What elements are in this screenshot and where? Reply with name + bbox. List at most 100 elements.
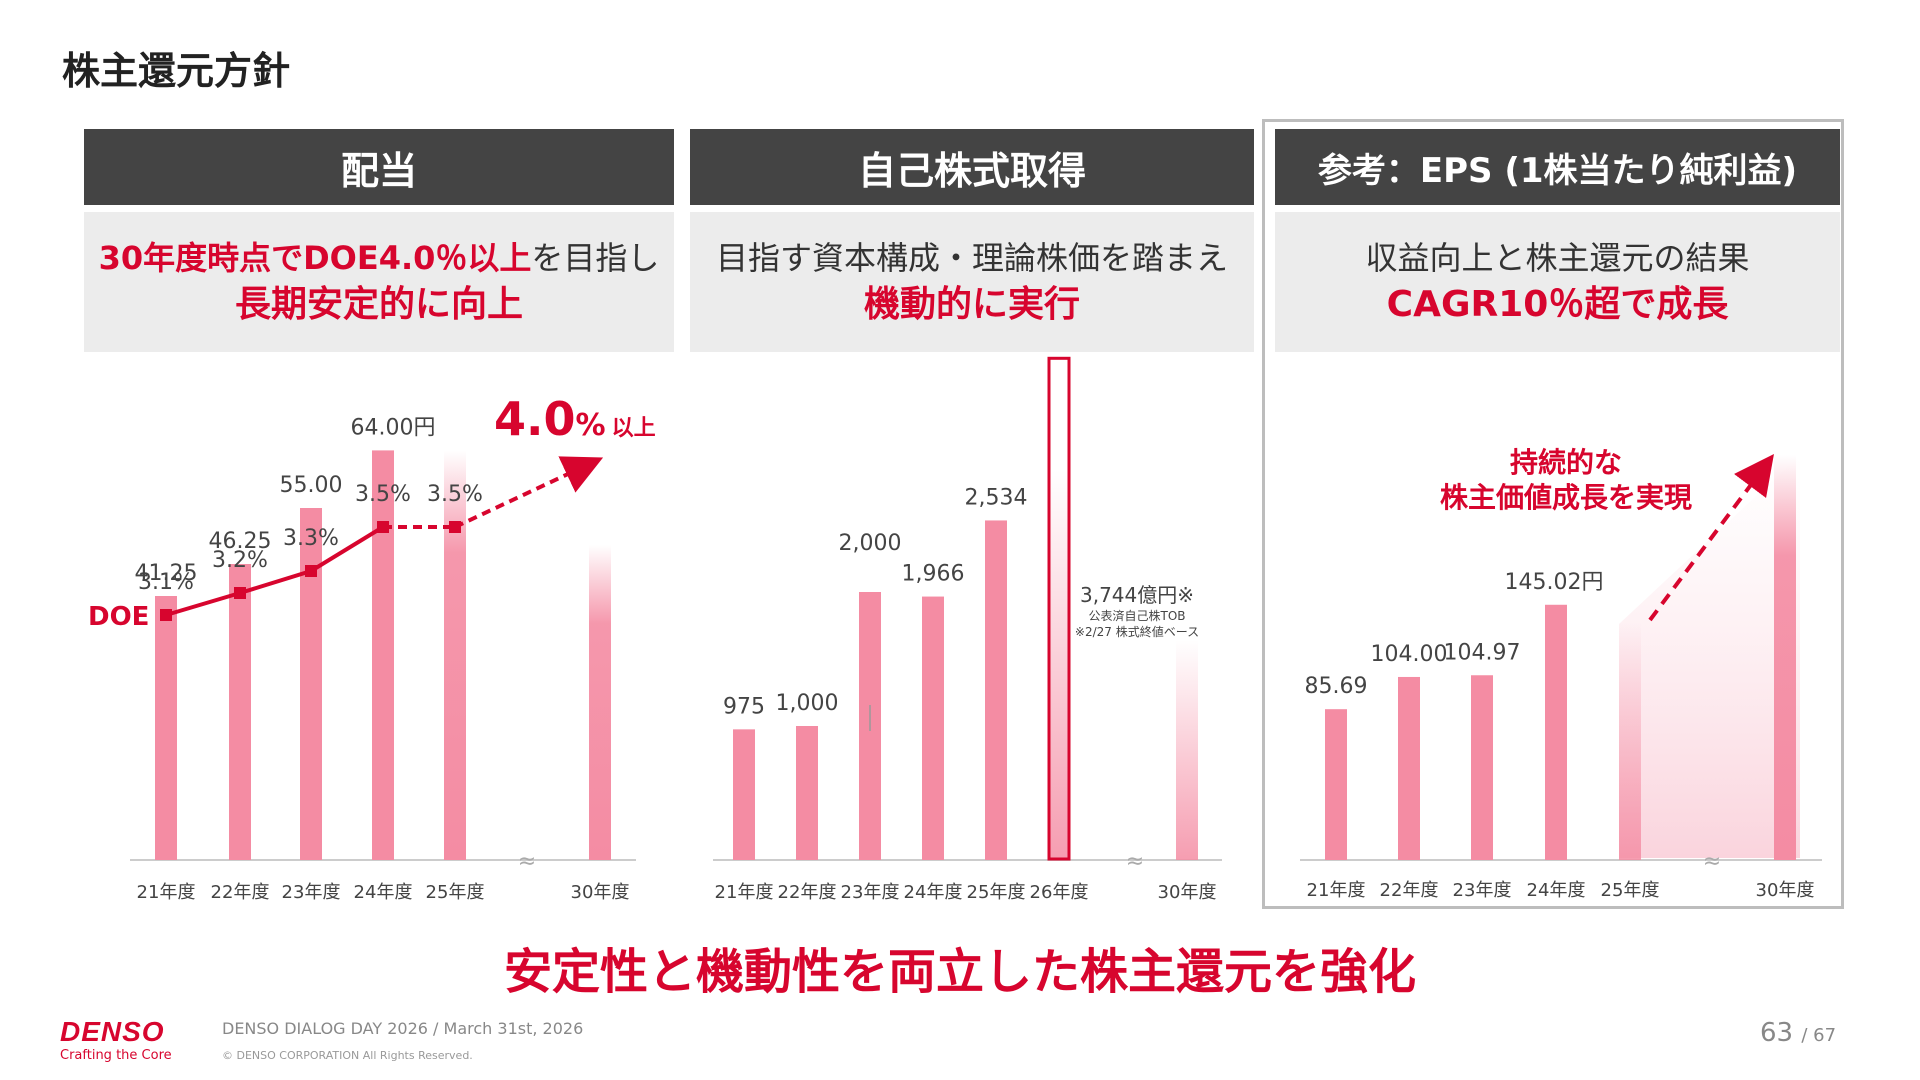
bar-fy26-range (1048, 470, 1070, 860)
growth-arrow (1648, 453, 1774, 622)
x-tick-label: 25年度 (426, 882, 485, 903)
doe-value-label: 3.5% (427, 482, 483, 507)
x-tick-label: 22年度 (778, 882, 837, 903)
axis-break-mark: ≈ (1126, 849, 1144, 874)
doe-point (305, 565, 317, 577)
bar-target-fy30 (1774, 455, 1796, 860)
bar-value-label: 1,966 (902, 562, 965, 587)
doe-series-label: DOE (88, 602, 149, 632)
axis-break-mark: ≈ (518, 849, 536, 874)
x-tick-label: 25年度 (967, 882, 1026, 903)
bar-value-label: 2,000 (839, 531, 902, 556)
bar-value-label: 64.00円 (351, 415, 436, 440)
page-title: 株主還元方針 (62, 49, 291, 93)
bar-value-label: 975 (723, 694, 765, 719)
bar (229, 564, 251, 860)
bar-value-label: 55.00 (280, 473, 343, 498)
x-tick-label: 23年度 (282, 882, 341, 903)
x-tick-label: 26年度 (1030, 882, 1089, 903)
x-tick-label: 30年度 (1158, 882, 1217, 903)
buyback-panel-subtitle: 目指す資本構成・理論株価を踏まえ 機動的に実行 (690, 212, 1254, 352)
bar-fy25-forecast (1619, 622, 1641, 860)
bar-value-label: 145.02円 (1505, 570, 1604, 595)
doe-value-label: 3.1% (138, 570, 194, 595)
dividend-subtitle-line1: 30年度時点でDOE4.0％以上を目指し (99, 235, 660, 281)
bar (733, 729, 755, 860)
tob-note-label: 公表済自己株TOB (1088, 608, 1185, 623)
tob-price-note: ※2/27 株式終値ベース (1075, 624, 1199, 639)
bar (372, 450, 394, 860)
bar (1471, 675, 1493, 860)
event-info: DENSO DIALOG DAY 2026 / March 31st, 2026 (222, 1019, 584, 1038)
bar-value-label: 1,000 (776, 691, 839, 716)
doe-point (449, 521, 461, 533)
buyback-chart: ≈21年度 22年度 23年度 24年度 25年度 26年度 30年度 975 1,000 2,0… (713, 356, 1222, 903)
eps-subtitle-line2: CAGR10％超で成長 (1386, 284, 1729, 325)
x-tick-label: 23年度 (841, 882, 900, 903)
bar (444, 450, 466, 860)
x-tick-label: 24年度 (354, 882, 413, 903)
eps-panel-header: 参考：EPS (1株当たり純利益) (1275, 129, 1840, 205)
eps-panel-subtitle: 収益向上と株主還元の結果 CAGR10％超で成長 (1275, 212, 1840, 352)
bar-value-label: 104.97 (1444, 640, 1521, 665)
doe-point (160, 609, 172, 621)
buyback-panel-header: 自己株式取得 (690, 129, 1254, 205)
dividend-panel-header: 配当 (84, 129, 674, 205)
dividend-subtitle-line2: 長期安定的に向上 (234, 284, 523, 325)
axis-break-mark: ≈ (1703, 849, 1721, 874)
x-tick-label: 21年度 (137, 882, 196, 903)
logo-tagline: Crafting the Core (60, 1048, 172, 1063)
copyright: © DENSO CORPORATION All Rights Reserved. (222, 1049, 473, 1062)
growth-area (1619, 455, 1800, 858)
doe-value-label: 3.2% (212, 548, 268, 573)
dividend-target-text: 30年度時点でDOE4.0％以上 (98, 239, 532, 277)
buyback-subtitle-line1: 目指す資本構成・理論株価を踏まえ (715, 239, 1228, 277)
x-tick-label: 30年度 (1756, 880, 1815, 901)
bar-value-label: 104.00 (1371, 642, 1448, 667)
denso-logo: DENSO (60, 1016, 165, 1047)
bar-value-label: 41.25 (135, 561, 198, 586)
dividend-chart: ≈21年度 22年度 23年度 24年度 25年度 30年度 41.25 46.25 55.00… (88, 392, 656, 903)
growth-annotation-line2: 株主価値成長を実現 (1440, 481, 1692, 514)
bar (1398, 676, 1420, 860)
page-current: 63 (1760, 1018, 1794, 1048)
eps-subtitle-line1: 収益向上と株主還元の結果 (1365, 239, 1750, 277)
eps-chart: ≈21年度 22年度 23年度 24年度 25年度 30年度 85.69104.00104.… (1300, 446, 1822, 901)
x-tick-label: 25年度 (1601, 880, 1660, 901)
page-number: 63 / 67 (1760, 1018, 1836, 1048)
bar (796, 726, 818, 860)
bar (1545, 604, 1567, 860)
dividend-target-rest: を目指し (531, 239, 660, 277)
x-tick-label: 30年度 (571, 882, 630, 903)
bar (155, 596, 177, 860)
buyback-subtitle-line2: 機動的に実行 (863, 284, 1080, 325)
slogan: 安定性と機動性を両立した株主還元を強化 (503, 944, 1416, 1000)
dividend-panel-subtitle: 30年度時点でDOE4.0％以上を目指し 長期安定的に向上 (84, 212, 674, 352)
bar-value-label: 46.25 (209, 529, 272, 554)
x-tick-label: 24年度 (1527, 880, 1586, 901)
x-tick-label: 24年度 (904, 882, 963, 903)
doe-point (377, 521, 389, 533)
doe-value-label: 3.5% (355, 482, 411, 507)
bar (1325, 709, 1347, 860)
growth-annotation-line1: 持続的な (1510, 446, 1622, 479)
doe-line (165, 525, 385, 617)
x-tick-label: 23年度 (1453, 880, 1512, 901)
doe-point (234, 587, 246, 599)
x-tick-label: 21年度 (1307, 880, 1366, 901)
bar-target-fy30 (1176, 640, 1198, 860)
x-tick-label: 21年度 (715, 882, 774, 903)
bar-value-label: 2,534 (965, 485, 1028, 510)
page-total: / 67 (1801, 1025, 1837, 1046)
x-tick-label: 22年度 (211, 882, 270, 903)
doe-target-label: 4.0% 以上 (494, 392, 656, 446)
tob-amount-label: 3,744億円※ (1080, 583, 1194, 607)
bar-value-label: 85.69 (1305, 674, 1368, 699)
bar (985, 520, 1007, 860)
bar (300, 508, 322, 860)
doe-value-label: 3.3% (283, 526, 339, 551)
eps-reference-frame (1262, 119, 1844, 909)
bar-fy26-tob (1047, 356, 1071, 861)
bar-target-fy30 (589, 545, 611, 860)
